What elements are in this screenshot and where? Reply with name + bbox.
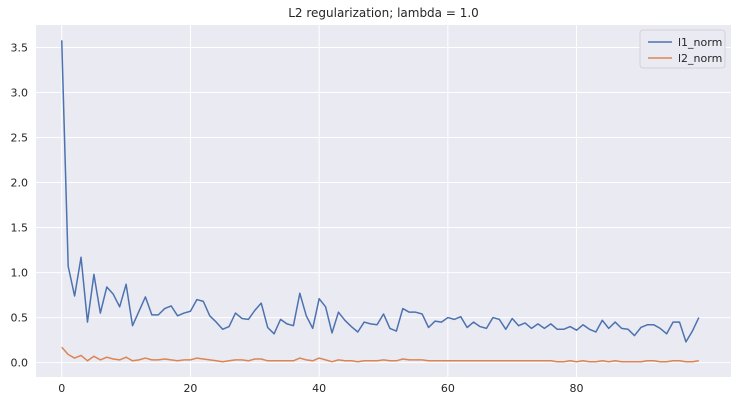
grid-lines [36,25,731,377]
legend-label: l1_norm [678,36,722,49]
x-tick-label: 20 [183,382,197,395]
y-tick-label: 1.5 [11,222,29,235]
series-line-l2-norm [61,346,699,363]
y-tick-label: 3.5 [11,42,29,55]
x-axis-ticks: 0 20 40 60 80 [58,382,583,395]
y-tick-label: 3.0 [11,87,29,100]
y-tick-label: 0.0 [11,357,29,370]
legend-label: l2_norm [678,52,722,65]
x-tick-label: 40 [312,382,326,395]
x-tick-label: 80 [570,382,584,395]
chart-title: L2 regularization; lambda = 1.0 [288,6,479,20]
legend: l1_norm l2_norm [639,29,726,69]
x-tick-label: 60 [441,382,455,395]
x-tick-label: 0 [58,382,65,395]
y-axis-ticks: 0.0 0.5 1.0 1.5 2.0 2.5 3.0 3.5 [11,42,29,370]
plot-area [36,25,731,377]
y-tick-label: 2.5 [11,132,29,145]
y-tick-label: 0.5 [11,312,29,325]
series-line-l1-norm [60,40,700,343]
series-lines [60,40,700,363]
y-tick-label: 1.0 [11,267,29,280]
y-tick-label: 2.0 [11,177,29,190]
